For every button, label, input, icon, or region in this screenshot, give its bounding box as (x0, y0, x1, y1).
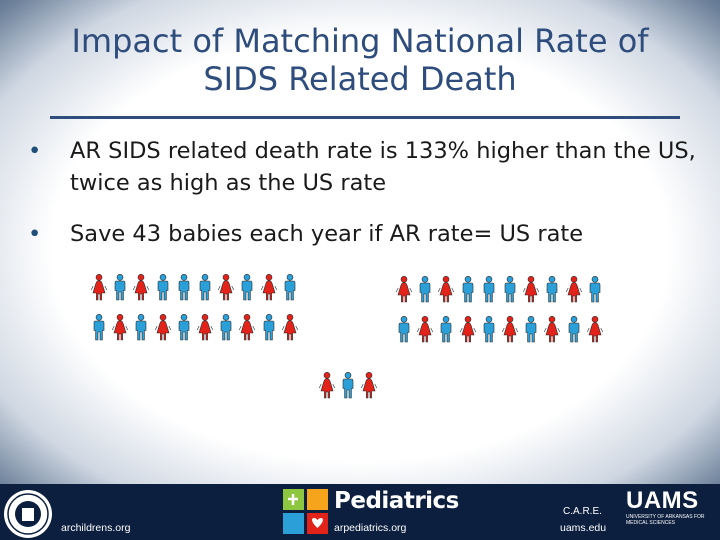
bullet-item: • AR SIDS related death rate is 133% hig… (28, 135, 698, 199)
baby-blue-icon (93, 314, 105, 341)
baby-red-icon (218, 274, 235, 301)
baby-red-icon (395, 276, 413, 303)
bullet-dot: • (28, 138, 42, 164)
baby-blue-icon (462, 276, 473, 303)
bullet-dot: • (28, 221, 42, 247)
baby-red-icon (112, 314, 129, 341)
baby-blue-icon (483, 276, 495, 303)
care-label: C.A.R.E. (563, 506, 602, 517)
pediatrics-logo-icon (283, 489, 328, 534)
baby-blue-icon (441, 316, 452, 343)
footer-center-url[interactable]: arpediatrics.org (334, 522, 407, 534)
baby-blue-icon (178, 274, 190, 301)
baby-blue-icon (284, 274, 296, 301)
baby-red-icon (586, 316, 603, 343)
baby-red-icon (196, 314, 214, 341)
baby-blue-icon (342, 372, 354, 399)
baby-red-icon (565, 276, 582, 303)
baby-red-icon (544, 316, 561, 343)
baby-blue-icon (419, 276, 431, 303)
baby-red-icon (90, 274, 108, 301)
bullet-text: Save 43 babies each year if AR rate= US … (70, 221, 584, 247)
uams-logo-text: UAMS (626, 487, 699, 514)
baby-red-icon (417, 316, 434, 343)
arkansas-childrens-seal-icon (4, 490, 52, 538)
baby-red-icon (501, 316, 519, 343)
baby-blue-icon (568, 316, 579, 343)
baby-blue-icon (483, 316, 495, 343)
baby-red-icon (239, 314, 256, 341)
bullet-item: • Save 43 babies each year if AR rate= U… (28, 218, 698, 250)
slide-title: Impact of Matching National Rate of SIDS… (71, 22, 649, 98)
baby-blue-icon (589, 276, 601, 303)
baby-blue-icon (263, 314, 274, 341)
footer-bar (0, 484, 720, 540)
baby-red-icon (459, 316, 476, 343)
baby-red-icon (361, 372, 378, 399)
baby-red-icon (154, 314, 171, 341)
baby-blue-icon (398, 316, 410, 343)
footer-left-url[interactable]: archildrens.org (61, 522, 131, 534)
baby-blue-icon (178, 314, 190, 341)
title-divider (50, 116, 680, 119)
pediatrics-logo-text: Pediatrics (334, 488, 459, 514)
baby-blue-icon (199, 274, 211, 301)
baby-blue-icon (157, 274, 168, 301)
uams-logo-subtitle: UNIVERSITY OF ARKANSAS FOR MEDICAL SCIEN… (626, 514, 705, 526)
baby-red-icon (281, 314, 298, 341)
baby-blue-icon (114, 274, 126, 301)
baby-blue-icon (547, 276, 558, 303)
baby-blue-icon (525, 316, 537, 343)
baby-red-icon (260, 274, 277, 301)
baby-blue-icon (220, 314, 232, 341)
footer-right-url[interactable]: uams.edu (560, 522, 607, 534)
uams-logo: UAMS UNIVERSITY OF ARKANSAS FOR MEDICAL … (626, 487, 708, 527)
baby-red-icon (438, 276, 455, 303)
baby-red-icon (523, 276, 540, 303)
baby-blue-icon (504, 276, 516, 303)
baby-blue-icon (242, 274, 253, 301)
baby-red-icon (318, 372, 336, 399)
bullet-text: AR SIDS related death rate is 133% highe… (70, 138, 696, 196)
baby-red-icon (133, 274, 150, 301)
baby-blue-icon (136, 314, 147, 341)
